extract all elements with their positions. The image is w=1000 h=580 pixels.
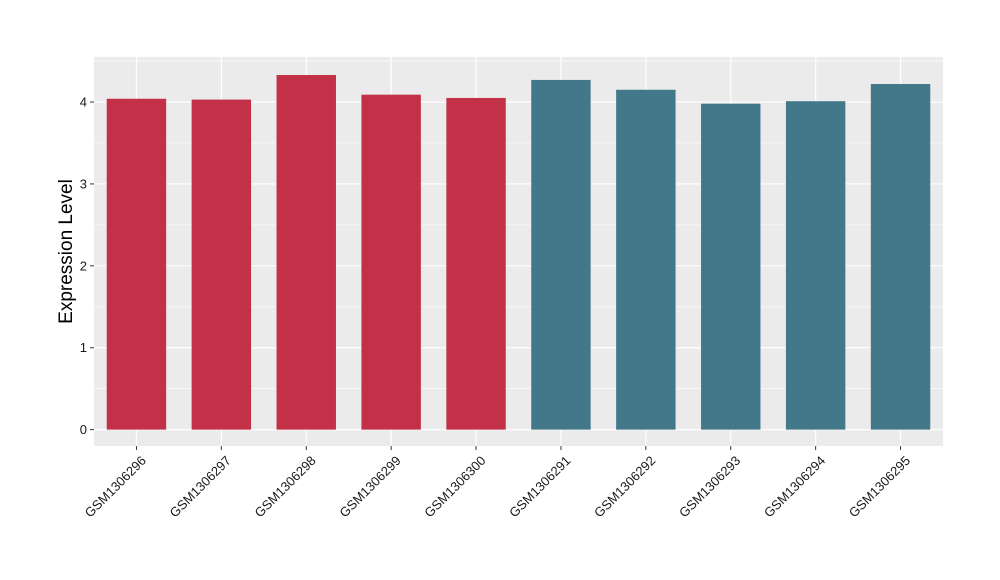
x-tick-label: GSM1306295 — [846, 453, 913, 520]
bar-gsm1306297 — [191, 99, 252, 430]
y-tick-label: 2 — [80, 258, 87, 273]
bar-gsm1306298 — [276, 75, 336, 430]
y-axis: 0 1 2 3 4 — [80, 95, 94, 437]
y-tick-label: 1 — [80, 340, 87, 355]
x-tick-label: GSM1306296 — [82, 453, 149, 520]
bar-gsm1306295 — [870, 84, 931, 430]
x-tick-label: GSM1306292 — [591, 453, 658, 520]
x-axis: GSM1306296 GSM1306297 GSM1306298 GSM1306299… — [82, 446, 913, 520]
y-tick-label: 4 — [80, 95, 87, 110]
bars — [106, 75, 931, 430]
y-axis-title: Expression Level — [56, 179, 77, 324]
x-tick-label: GSM1306300 — [421, 453, 488, 520]
bar-gsm1306296 — [106, 98, 167, 430]
bar-gsm1306294 — [785, 101, 846, 430]
x-tick-label: GSM1306294 — [761, 453, 828, 520]
bar-gsm1306300 — [446, 97, 506, 430]
y-tick-label: 3 — [80, 176, 87, 191]
bar-gsm1306299 — [361, 94, 421, 430]
x-tick-label: GSM1306298 — [251, 453, 318, 520]
x-tick-label: GSM1306291 — [506, 453, 573, 520]
bar-gsm1306293 — [701, 103, 761, 430]
x-tick-label: GSM1306297 — [167, 453, 234, 520]
y-tick-label: 0 — [80, 422, 87, 437]
bar-gsm1306291 — [531, 79, 591, 430]
x-tick-label: GSM1306299 — [336, 453, 403, 520]
x-tick-label: GSM1306293 — [676, 453, 743, 520]
bar-gsm1306292 — [616, 89, 676, 430]
